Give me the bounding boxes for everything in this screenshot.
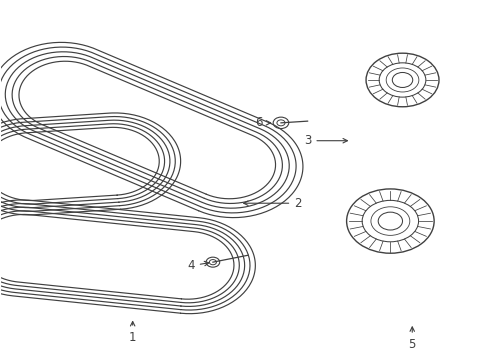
Text: 6: 6 — [255, 116, 270, 129]
Text: 2: 2 — [243, 197, 301, 210]
Text: 3: 3 — [304, 134, 347, 147]
Text: 4: 4 — [187, 259, 208, 272]
Text: 1: 1 — [129, 321, 136, 344]
Text: 5: 5 — [407, 327, 415, 351]
